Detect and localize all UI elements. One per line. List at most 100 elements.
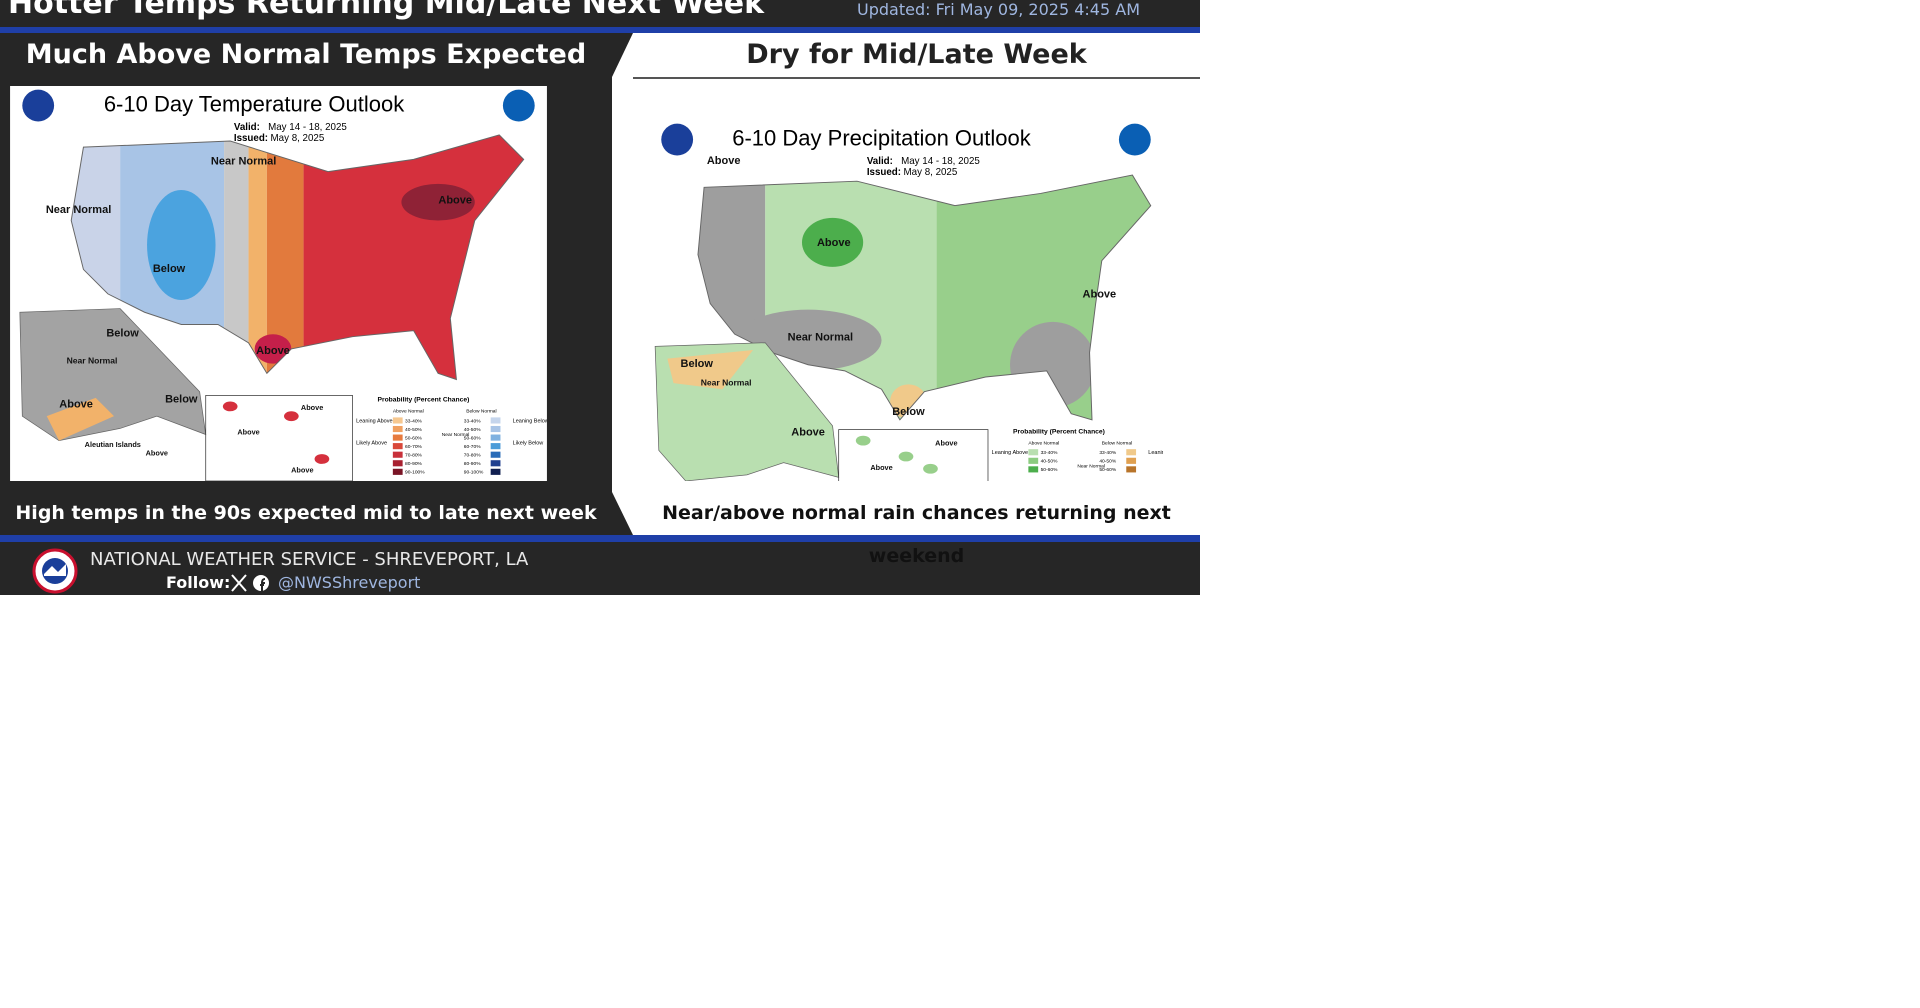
map-title: 6-10 Day Temperature Outlook: [104, 92, 405, 117]
legend-bin: 70-80%: [405, 453, 422, 459]
legend-swatch: [392, 443, 403, 450]
legend-side: Leaning Above: [992, 450, 1028, 456]
region-label: Below: [681, 358, 714, 370]
hawaii: [855, 435, 871, 446]
region-label: Above: [59, 399, 93, 411]
heading: Dry for Mid/Late Week: [746, 39, 1087, 70]
region-label: Above: [935, 439, 957, 448]
legend-bin: 33-40%: [1041, 450, 1058, 456]
region-label: Below: [165, 394, 198, 406]
legend-swatch: [490, 451, 501, 458]
region-label: Above: [1083, 288, 1117, 300]
hawaii: [314, 454, 330, 464]
region-label: Above: [817, 237, 851, 249]
legend-bin: 40-50%: [1099, 459, 1116, 465]
valid: May 14 - 18, 2025: [268, 122, 347, 133]
legend-head: Below Normal: [1102, 440, 1132, 446]
legend-bin: 90-100%: [464, 470, 484, 476]
region: [254, 334, 292, 364]
region-label: Near Normal: [46, 204, 111, 216]
region-label: Above: [291, 465, 313, 474]
alaska-below: [667, 350, 754, 390]
legend-bin: 80-90%: [464, 461, 481, 467]
legend-swatch: [1126, 466, 1137, 473]
legend-head: Below Normal: [466, 409, 496, 415]
legend-head: Above Normal: [1028, 440, 1059, 446]
region-label: Near Normal: [701, 378, 752, 388]
valid-label: Valid:: [234, 122, 260, 133]
us-outline: [70, 134, 525, 381]
legend-swatch: [1028, 449, 1039, 456]
legend-bin: 33-40%: [405, 418, 422, 424]
caption: Near/above normal rain chances returning…: [662, 502, 1171, 567]
region-label: Near Normal: [788, 331, 853, 343]
nws-logo: [32, 548, 78, 594]
legend-swatch: [1126, 449, 1137, 456]
region-label: Aleutian Islands: [85, 440, 141, 449]
social-icons: [231, 574, 269, 592]
legend-swatch: [1028, 466, 1039, 473]
region-label: Above: [870, 463, 892, 472]
inset-box: [205, 395, 353, 481]
caption-left-bg: [0, 492, 633, 535]
hawaii: [898, 451, 914, 462]
legend-bin: 50-60%: [464, 435, 481, 441]
caption: High temps in the 90s expected mid to la…: [15, 502, 597, 524]
region-label: Above: [707, 155, 741, 167]
issued-label: Issued:: [867, 167, 901, 178]
legend-side: Leaning Below: [513, 418, 547, 424]
region: [147, 189, 216, 301]
stripe: [0, 535, 1200, 542]
region-label: Near Normal: [67, 356, 118, 366]
legend-swatch: [392, 417, 403, 424]
heading: Much Above Normal Temps Expected: [25, 39, 587, 70]
legend-bin: 60-70%: [405, 444, 422, 450]
legend-bin: 40-50%: [464, 427, 481, 433]
legend-side: Leaning Above: [356, 418, 392, 424]
legend-title: Probability (Percent Chance): [377, 397, 469, 404]
inset-box: [838, 429, 989, 481]
legend-title: Probability (Percent Chance): [1013, 428, 1105, 435]
legend-bin: 40-50%: [405, 427, 422, 433]
region-label: Below: [106, 328, 139, 340]
legend-bin: 50-60%: [1099, 467, 1116, 473]
issued: May 8, 2025: [904, 167, 958, 178]
region-label: Above: [791, 427, 825, 439]
legend-swatch: [490, 434, 501, 441]
valid: May 14 - 18, 2025: [901, 156, 980, 167]
region-label: Near Normal: [211, 155, 276, 167]
seal: [661, 123, 694, 156]
follow: Follow:: [166, 573, 231, 592]
region: [248, 134, 267, 380]
legend-bin: 40-50%: [1041, 459, 1058, 465]
title: Hotter Temps Returning Mid/Late Next Wee…: [8, 0, 765, 21]
legend-swatch: [392, 434, 403, 441]
hawaii: [222, 401, 238, 412]
legend-swatch: [392, 451, 403, 458]
legend-swatch: [490, 468, 501, 475]
temperature-map: 6-10 Day Temperature Outlook Valid: May 14…: [10, 86, 547, 481]
hawaii: [923, 463, 938, 474]
alaska: [19, 308, 207, 442]
org: NATIONAL WEATHER SERVICE - SHREVEPORT, L…: [90, 549, 529, 570]
legend-bin: 50-60%: [1041, 467, 1058, 473]
legend-side: Likely Above: [356, 440, 387, 446]
legend-swatch: [490, 443, 501, 450]
legend-side: Likely Below: [513, 440, 544, 446]
valid-label: Valid:: [867, 156, 893, 167]
handle[interactable]: @NWSShreveport: [278, 573, 421, 592]
alaska-above: [46, 397, 115, 441]
rule: [633, 77, 1200, 79]
region-label: Above: [237, 428, 259, 437]
legend-side: Leaning Below: [1148, 450, 1163, 456]
region: [401, 183, 475, 221]
hawaii: [284, 411, 299, 422]
region: [801, 217, 864, 267]
legend-swatch: [392, 425, 403, 433]
legend-bin: 90-100%: [405, 470, 425, 476]
region-label: Below: [892, 406, 925, 418]
legend-bin: 60-70%: [464, 444, 481, 450]
legend-swatch: [1126, 457, 1137, 464]
seal: [22, 89, 55, 122]
